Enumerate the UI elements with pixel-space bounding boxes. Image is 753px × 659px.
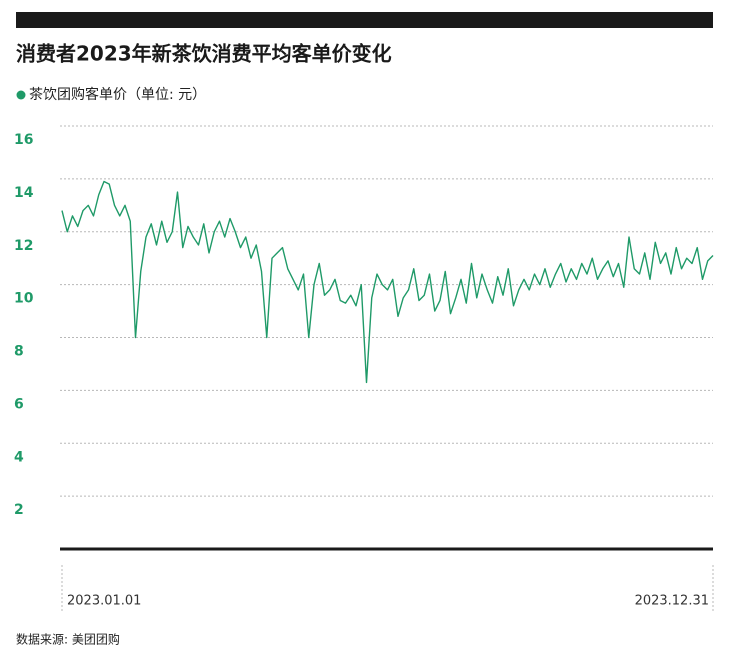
y-tick-label: 12 xyxy=(14,238,33,254)
data-line xyxy=(61,180,714,384)
y-tick-label: 16 xyxy=(14,132,33,148)
chart-title: 消费者2023年新茶饮消费平均客单价变化 xyxy=(16,42,392,66)
y-tick-label: 2 xyxy=(14,502,24,518)
legend-label: 茶饮团购客单价（单位: 元） xyxy=(29,86,206,103)
y-tick-label: 8 xyxy=(14,344,24,360)
source-note: 数据来源: 美团团购 xyxy=(16,632,120,647)
x-tick-label: 2023.01.01 xyxy=(67,594,141,609)
y-tick-label: 4 xyxy=(14,449,24,465)
legend-marker xyxy=(16,90,26,100)
y-tick-label: 6 xyxy=(14,396,24,412)
x-tick-label: 2023.12.31 xyxy=(635,594,709,609)
header-bar xyxy=(16,12,713,28)
y-tick-label: 10 xyxy=(14,291,34,307)
y-tick-label: 14 xyxy=(14,185,34,201)
